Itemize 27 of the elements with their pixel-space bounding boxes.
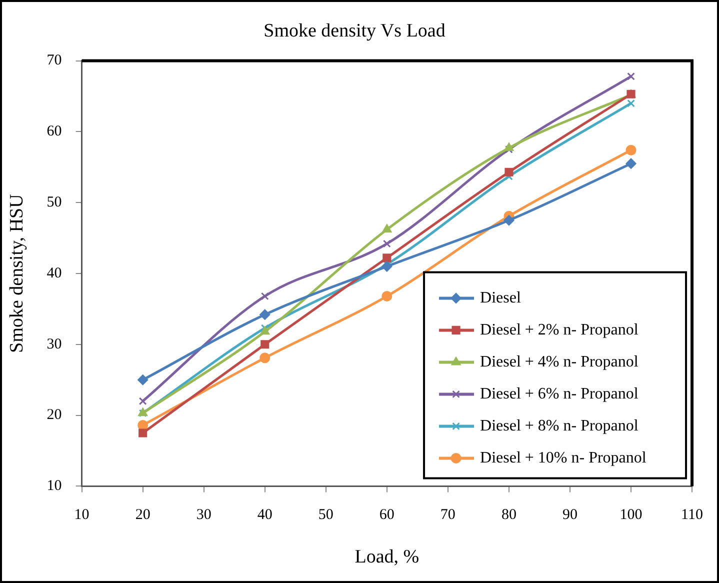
legend-label: Diesel + 8% n- Propanol [480,417,639,434]
chart-title: Smoke density Vs Load [264,20,446,42]
x-tick-label: 30 [196,507,212,524]
y-tick-label: 50 [46,194,62,211]
x-tick-label: 10 [74,507,90,524]
x-tick-label: 100 [620,507,642,524]
x-tick-label: 50 [318,507,334,524]
y-tick-label: 20 [46,407,62,424]
x-tick-label: 90 [562,507,578,524]
y-tick-label: 60 [46,124,62,140]
x-tick-label: 70 [440,507,456,524]
y-tick-label: 10 [46,478,62,494]
x-tick-label: 80 [501,507,516,524]
legend-label: Diesel + 2% n- Propanol [480,321,639,338]
legend-label: Diesel + 6% n- Propanol [480,385,639,402]
y-tick-label: 40 [46,265,62,282]
y-tick-label: 70 [46,52,62,69]
legend-label: Diesel + 10% n- Propanol [480,449,647,466]
legend-label: Diesel [480,289,522,306]
x-tick-label: 110 [681,507,704,524]
y-tick-label: 30 [46,336,62,352]
x-tick-label: 20 [135,507,150,524]
y-axis-title: Smoke density, HSU [6,194,28,353]
x-tick-label: 60 [379,507,394,524]
x-tick-label: 40 [257,507,272,524]
x-axis-title: Load, % [354,546,420,568]
legend-label: Diesel + 4% n- Propanol [480,353,639,370]
